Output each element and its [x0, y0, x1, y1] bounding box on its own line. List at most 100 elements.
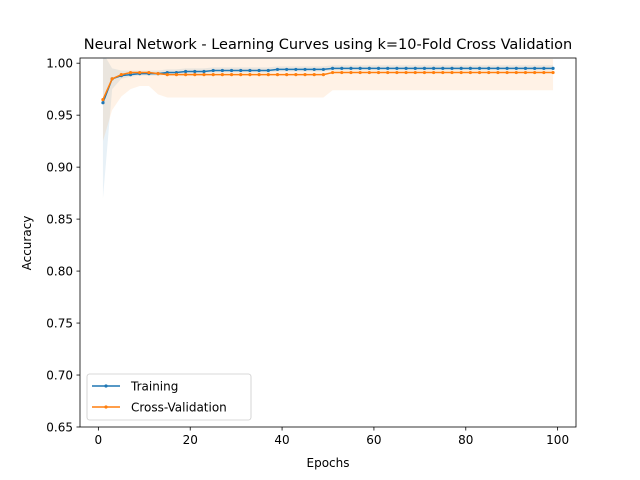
data-point-training: [312, 67, 316, 72]
data-point-training: [285, 67, 289, 72]
data-point-cross-validation: [340, 70, 344, 75]
data-point-training: [441, 66, 445, 70]
data-point-cross-validation: [110, 77, 114, 81]
x-tick-label: 40: [274, 433, 289, 447]
data-point-cross-validation: [468, 70, 472, 75]
y-tick-label: 0.80: [46, 264, 73, 278]
data-point-cross-validation: [330, 70, 335, 75]
data-point-cross-validation: [248, 73, 252, 77]
data-point-cross-validation: [422, 70, 427, 75]
legend-box: [86, 373, 252, 421]
data-point-training: [211, 68, 215, 73]
data-point-cross-validation: [432, 70, 436, 75]
data-point-training: [395, 66, 399, 70]
data-point-training: [340, 66, 344, 70]
data-point-cross-validation: [349, 70, 353, 75]
data-point-cross-validation: [266, 73, 270, 77]
data-point-cross-validation: [128, 70, 133, 75]
data-point-cross-validation: [285, 73, 289, 77]
data-point-training: [101, 101, 105, 105]
data-point-cross-validation: [450, 70, 454, 75]
data-point-cross-validation: [294, 73, 298, 77]
y-tick-label: 0.95: [46, 108, 73, 122]
data-point-training: [487, 66, 491, 70]
legend-marker-training: [104, 384, 108, 388]
data-point-training: [257, 68, 261, 73]
data-point-cross-validation: [229, 73, 234, 77]
data-point-cross-validation: [165, 73, 169, 77]
data-point-training: [386, 66, 390, 70]
axes-frame: [79, 57, 577, 428]
data-point-training: [533, 66, 537, 70]
data-point-training: [376, 66, 381, 70]
data-point-cross-validation: [101, 97, 105, 102]
data-point-cross-validation: [257, 73, 261, 77]
data-point-cross-validation: [174, 73, 179, 77]
data-point-cross-validation: [551, 70, 555, 75]
data-point-cross-validation: [477, 70, 482, 75]
data-point-cross-validation: [413, 70, 417, 75]
data-point-cross-validation: [404, 70, 408, 75]
data-point-training: [551, 66, 555, 70]
data-point-cross-validation: [376, 70, 381, 75]
data-point-training: [294, 67, 298, 72]
data-point-cross-validation: [386, 70, 390, 75]
x-tick-label: 20: [183, 433, 198, 447]
data-point-training: [184, 69, 188, 74]
chart-title: Neural Network - Learning Curves using k…: [84, 37, 572, 53]
data-point-cross-validation: [523, 70, 528, 75]
legend-label-training: Training: [130, 379, 178, 393]
data-point-cross-validation: [147, 70, 151, 75]
data-point-training: [477, 66, 482, 70]
data-point-training: [505, 66, 509, 70]
legend-label-cross-validation: Cross-Validation: [131, 400, 227, 414]
x-tick-label: 0: [95, 433, 103, 447]
plot-clipped-group: [101, 58, 555, 199]
data-point-cross-validation: [321, 73, 326, 77]
y-tick-label: 0.85: [46, 212, 73, 226]
y-tick-label: 0.90: [46, 160, 73, 174]
legend: Training Cross-Validation: [86, 373, 252, 421]
y-tick-label: 0.65: [46, 420, 73, 434]
data-point-cross-validation: [487, 70, 491, 75]
data-point-cross-validation: [505, 70, 509, 75]
data-point-training: [248, 68, 252, 73]
data-point-cross-validation: [367, 70, 371, 75]
data-point-training: [523, 66, 528, 70]
x-tick-label: 100: [546, 433, 569, 447]
data-point-training: [496, 66, 500, 70]
data-point-training: [404, 66, 408, 70]
plot-area: 0 20 40 60 80 100 0.65 0.70 0.75 0.80 0.85 0.90 0.95…: [46, 56, 577, 447]
x-axis-label: Epochs: [307, 456, 350, 470]
data-point-cross-validation: [211, 73, 215, 77]
data-point-training: [275, 67, 280, 72]
data-point-training: [358, 66, 362, 70]
data-point-training: [229, 68, 234, 73]
data-point-training: [239, 68, 243, 73]
data-point-training: [542, 66, 546, 70]
data-point-cross-validation: [312, 73, 316, 77]
data-point-cross-validation: [239, 73, 243, 77]
data-point-cross-validation: [184, 73, 188, 77]
legend-marker-cross-validation: [104, 405, 108, 409]
y-axis-label: Accuracy: [20, 216, 34, 271]
x-tick-label: 60: [366, 433, 381, 447]
data-point-training: [422, 66, 427, 70]
data-point-cross-validation: [193, 73, 197, 77]
x-tick-label: 80: [458, 433, 473, 447]
data-point-cross-validation: [459, 70, 463, 75]
data-point-training: [220, 68, 224, 73]
data-point-cross-validation: [358, 70, 362, 75]
data-point-cross-validation: [533, 70, 537, 75]
data-point-training: [413, 66, 417, 70]
plot-background: [80, 58, 576, 427]
data-point-cross-validation: [514, 70, 518, 75]
data-point-cross-validation: [119, 73, 123, 77]
data-point-training: [459, 66, 463, 70]
data-point-cross-validation: [202, 73, 206, 77]
data-point-training: [349, 66, 353, 70]
data-point-cross-validation: [156, 71, 160, 76]
data-point-cross-validation: [542, 70, 546, 75]
confidence-band-cross-validation: [102, 59, 554, 142]
